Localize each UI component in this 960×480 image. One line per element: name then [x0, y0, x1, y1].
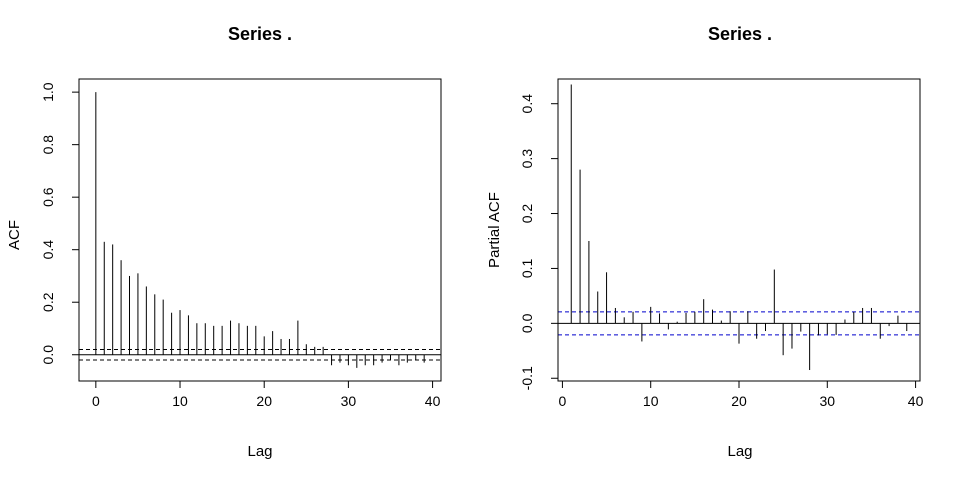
pacf-panel: Series . Lag Partial ACF 0 10 20 30 40 -0.1 0.… — [486, 24, 924, 460]
pacf-y-tick-label-2: 0.1 — [519, 258, 535, 278]
acf-title: Series . — [228, 24, 292, 44]
acf-y-tick-label-1: 0.2 — [40, 292, 56, 312]
pacf-x-axis-label: Lag — [727, 443, 752, 460]
acf-x-axis-label: Lag — [247, 443, 272, 460]
acf-y-tick-label-4: 0.8 — [40, 135, 56, 155]
pacf-title: Series . — [708, 24, 772, 44]
acf-x-tick-label-0: 0 — [92, 393, 100, 409]
pacf-x-tick-label-0: 0 — [559, 393, 567, 409]
pacf-x-tick-label-40: 40 — [908, 393, 924, 409]
acf-x-tick-label-40: 40 — [425, 393, 441, 409]
pacf-x-tick-label-10: 10 — [643, 393, 659, 409]
pacf-y-axis-label: Partial ACF — [486, 192, 503, 268]
pacf-x-tick-label-20: 20 — [731, 393, 747, 409]
pacf-y-tick-label-4: 0.3 — [519, 149, 535, 169]
acf-x-tick-label-20: 20 — [256, 393, 272, 409]
pacf-y-tick-label-5: 0.4 — [519, 94, 535, 114]
acf-y-tick-label-0: 0.0 — [40, 345, 56, 365]
acf-y-tick-label-2: 0.4 — [40, 240, 56, 260]
acf-x-tick-label-10: 10 — [172, 393, 188, 409]
pacf-y-tick-label-1: 0.0 — [519, 313, 535, 333]
acf-x-tick-label-30: 30 — [341, 393, 357, 409]
acf-panel: Series . Lag ACF 0 10 20 30 40 0.0 0.2 0.4 0.6 0.… — [6, 24, 442, 460]
pacf-x-tick-label-30: 30 — [820, 393, 836, 409]
pacf-y-tick-label-0: -0.1 — [519, 366, 535, 390]
acf-plot-frame — [78, 78, 442, 382]
acf-y-tick-label-3: 0.6 — [40, 187, 56, 207]
acf-y-tick-label-5: 1.0 — [40, 82, 56, 102]
acf-y-axis-label: ACF — [6, 220, 23, 250]
pacf-y-tick-label-3: 0.2 — [519, 204, 535, 224]
